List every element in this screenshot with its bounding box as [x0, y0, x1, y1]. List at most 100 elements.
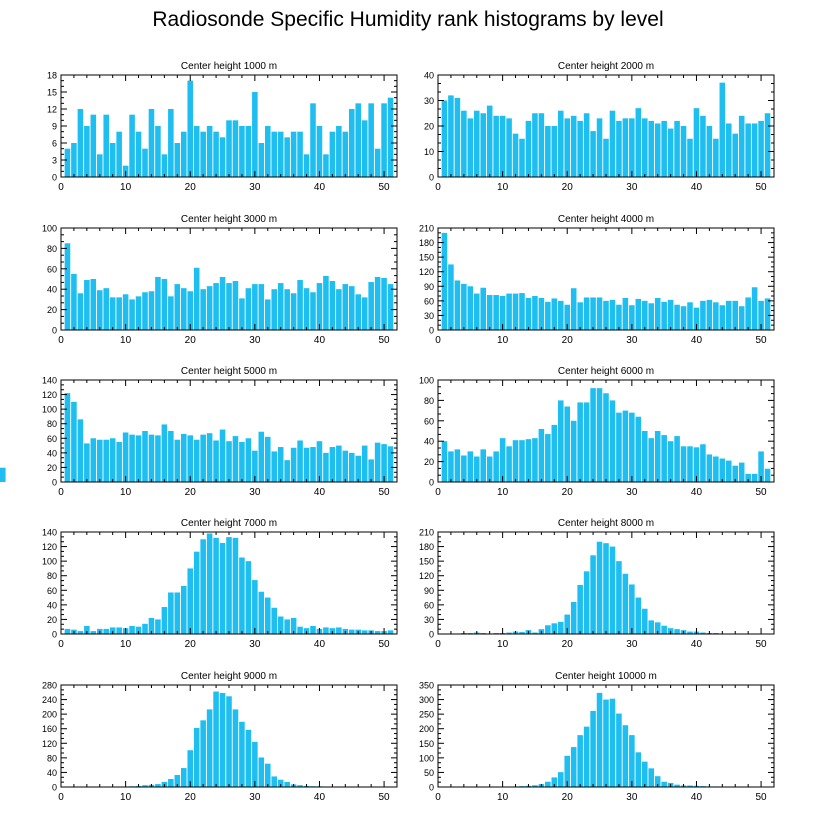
histogram-bar [700, 115, 706, 177]
histogram-bar [641, 300, 648, 330]
y-tick-label: 0 [52, 173, 57, 183]
x-tick-label: 10 [497, 335, 509, 346]
histogram-bar [570, 601, 577, 634]
histogram-bar [219, 429, 226, 482]
histogram-bar [590, 710, 596, 787]
histogram-bar [232, 709, 239, 787]
x-tick-label: 20 [185, 792, 197, 803]
histogram-bar [687, 631, 693, 634]
histogram-bar [142, 623, 148, 634]
histogram-bar [616, 304, 622, 330]
histogram-bar [148, 617, 155, 634]
histogram-bar [297, 131, 303, 177]
histogram-bar [590, 555, 596, 634]
y-tick-label: 80 [424, 396, 434, 406]
x-tick-label: 50 [379, 487, 391, 498]
histogram-bar [532, 632, 538, 634]
histogram-bar [109, 297, 116, 330]
y-tick-label: 60 [424, 296, 434, 306]
histogram-bar [336, 627, 342, 634]
histogram-bar [480, 287, 487, 330]
histogram-bar [180, 433, 187, 482]
histogram-bar [738, 306, 745, 330]
histogram-bar [219, 542, 226, 634]
histogram-bar [368, 103, 374, 177]
histogram-bar [258, 143, 265, 177]
histogram-bar [693, 108, 700, 177]
y-tick-label: 40 [47, 448, 57, 458]
histogram-bar [142, 292, 148, 330]
histogram-bar [506, 118, 512, 177]
histogram-bar [161, 424, 168, 482]
histogram-bar [213, 440, 219, 482]
histogram-bar [622, 573, 629, 634]
x-tick-label: 30 [626, 487, 638, 498]
histogram-bar [193, 551, 200, 634]
x-tick-label: 40 [314, 792, 326, 803]
histogram-bar [103, 439, 110, 482]
histogram-bar [71, 273, 77, 330]
histogram-bar [187, 750, 194, 787]
y-tick-label: 120 [42, 542, 57, 552]
histogram-bar [348, 629, 355, 634]
histogram-bar [213, 283, 219, 330]
histogram-bar [674, 629, 680, 634]
histogram-bar [557, 621, 564, 634]
x-tick-label: 10 [120, 792, 132, 803]
histogram-bar [519, 632, 525, 634]
histogram-bar [336, 126, 342, 177]
chart-panel: Center height 4000 m 0 10 20 30 40 50 0 30 60 90 12… [419, 214, 775, 346]
histogram-bar [226, 283, 232, 330]
histogram-bar [654, 297, 661, 330]
x-tick-label: 40 [691, 335, 703, 346]
histogram-bar [596, 541, 603, 634]
x-tick-label: 50 [756, 639, 768, 650]
histogram-bar [667, 128, 674, 177]
histogram-bar [310, 625, 316, 634]
histogram-bar [596, 118, 603, 177]
y-tick-label: 30 [424, 311, 434, 321]
histogram-bar [187, 435, 194, 482]
histogram-bar [700, 632, 706, 634]
histogram-bar [519, 440, 525, 482]
histogram-bar [239, 126, 245, 177]
histogram-bar [629, 584, 635, 634]
histogram-bar [667, 441, 674, 482]
y-tick-label: 0 [429, 783, 434, 793]
y-tick-label: 80 [47, 753, 57, 763]
histogram-bar [0, 467, 6, 482]
histogram-bar [532, 785, 538, 787]
histogram-bar [725, 300, 732, 330]
histogram-bar [577, 402, 583, 482]
y-tick-label: 0 [429, 478, 434, 488]
y-tick-label: 350 [419, 681, 434, 691]
x-tick-label: 40 [691, 487, 703, 498]
histogram-bar [738, 462, 745, 482]
x-tick-label: 30 [626, 639, 638, 650]
histogram-bar [200, 289, 206, 330]
histogram-bar [284, 289, 290, 330]
histogram-bar [361, 630, 368, 634]
histogram-bar [441, 441, 448, 482]
histogram-bar [252, 741, 258, 787]
histogram-bar [473, 456, 480, 482]
histogram-bar [232, 281, 239, 330]
histogram-bar [206, 709, 213, 787]
y-tick-label: 100 [419, 753, 434, 763]
x-tick-label: 40 [314, 335, 326, 346]
panel-title: Center height 2000 m [558, 61, 654, 72]
histogram-bar [499, 438, 506, 482]
histogram-bar [290, 617, 297, 634]
histogram-bar [64, 148, 71, 177]
histogram-bar [142, 148, 148, 177]
y-tick-label: 20 [424, 122, 434, 132]
y-tick-label: 0 [429, 173, 434, 183]
histogram-bar [239, 721, 245, 787]
panel-title: Center height 7000 m [181, 518, 277, 529]
histogram-bar [732, 133, 739, 177]
y-tick-label: 180 [419, 238, 434, 248]
x-tick-label: 50 [756, 487, 768, 498]
histogram-bar [590, 131, 596, 177]
y-tick-label: 9 [52, 122, 57, 132]
histogram-bar [616, 412, 622, 482]
